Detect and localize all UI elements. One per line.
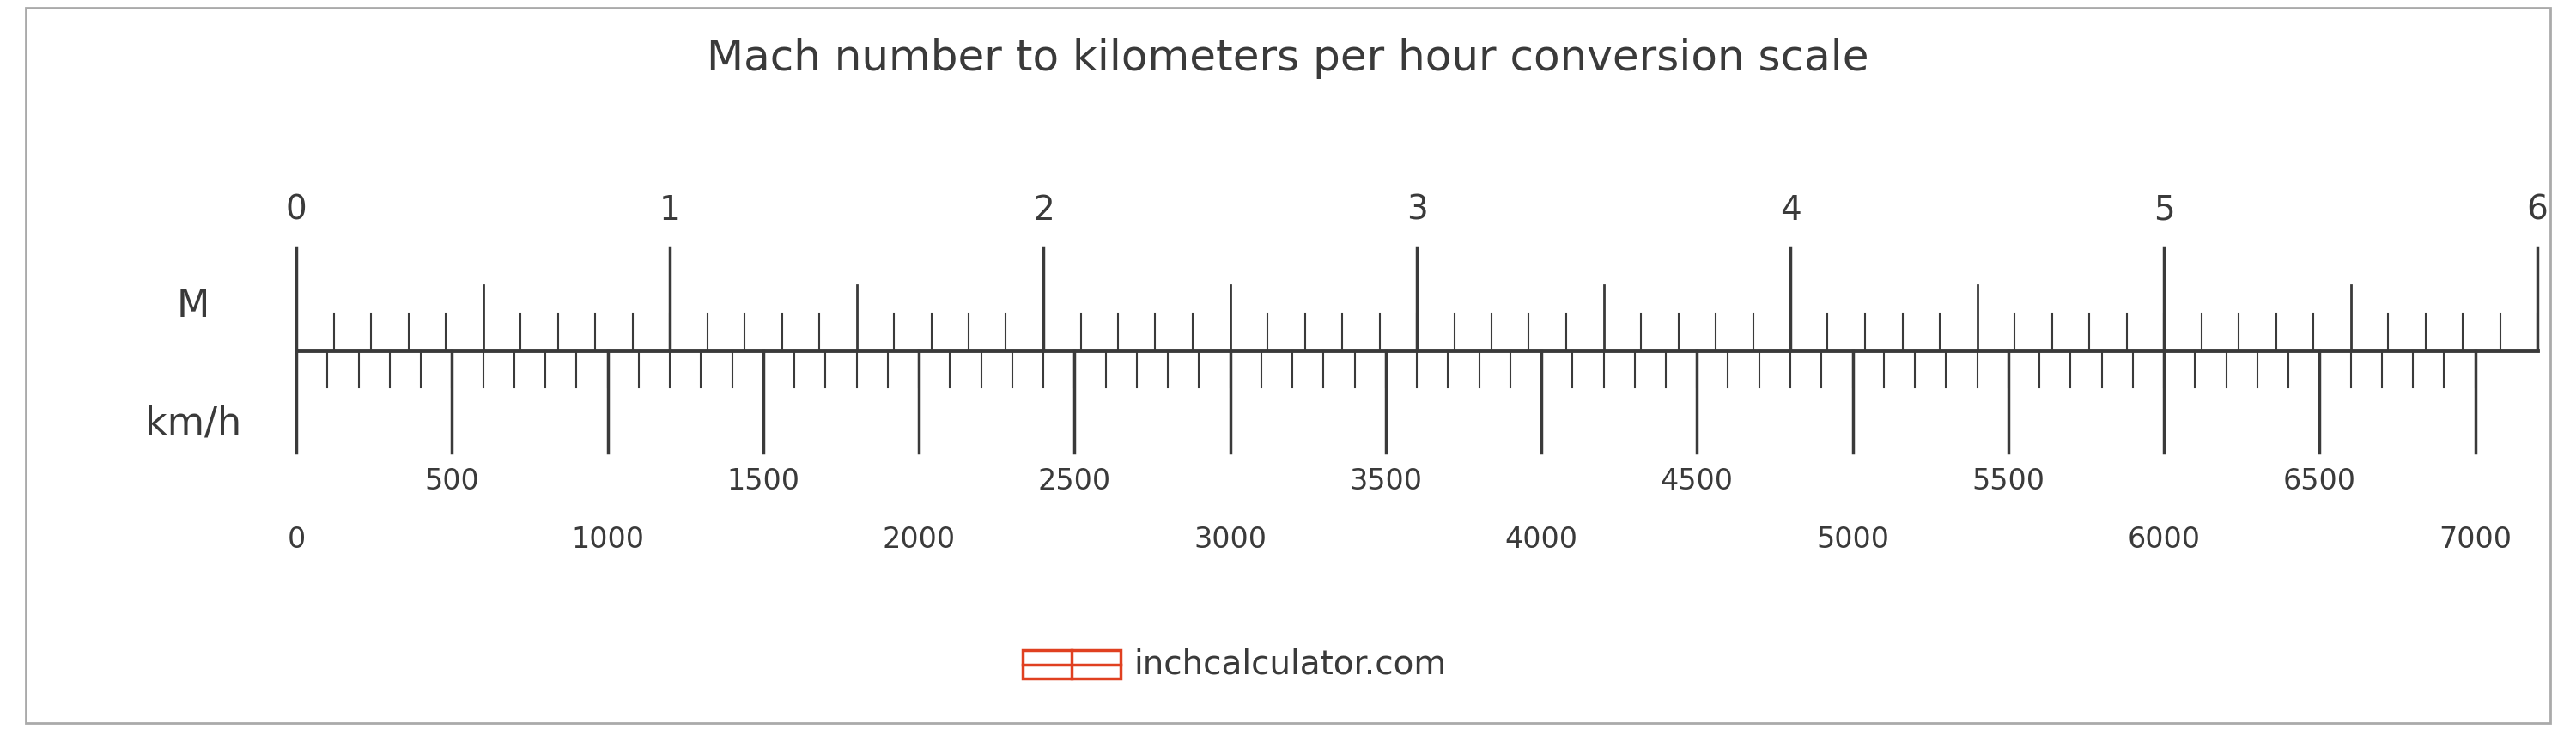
Text: 2000: 2000 <box>881 526 956 554</box>
Text: 6: 6 <box>2527 193 2548 226</box>
Text: 4: 4 <box>1780 193 1801 226</box>
Text: 5000: 5000 <box>1816 526 1888 554</box>
Text: inchcalculator.com: inchcalculator.com <box>1133 648 1445 680</box>
Text: 0: 0 <box>286 526 307 554</box>
Text: 1000: 1000 <box>572 526 644 554</box>
Text: 5: 5 <box>2154 193 2174 226</box>
Text: 4500: 4500 <box>1662 467 1734 496</box>
Text: km/h: km/h <box>144 405 242 442</box>
Text: 1500: 1500 <box>726 467 799 496</box>
Text: 6000: 6000 <box>2128 526 2200 554</box>
Text: 0: 0 <box>286 193 307 226</box>
Text: 5500: 5500 <box>1971 467 2045 496</box>
Text: 1: 1 <box>659 193 680 226</box>
Text: 6500: 6500 <box>2282 467 2357 496</box>
Text: 7000: 7000 <box>2439 526 2512 554</box>
Text: 3: 3 <box>1406 193 1427 226</box>
Text: 4000: 4000 <box>1504 526 1577 554</box>
Text: Mach number to kilometers per hour conversion scale: Mach number to kilometers per hour conve… <box>706 38 1870 79</box>
Text: 2: 2 <box>1033 193 1054 226</box>
Text: 500: 500 <box>425 467 479 496</box>
Text: 3000: 3000 <box>1193 526 1267 554</box>
Text: 3500: 3500 <box>1350 467 1422 496</box>
Text: 2500: 2500 <box>1038 467 1110 496</box>
Text: M: M <box>178 288 209 325</box>
